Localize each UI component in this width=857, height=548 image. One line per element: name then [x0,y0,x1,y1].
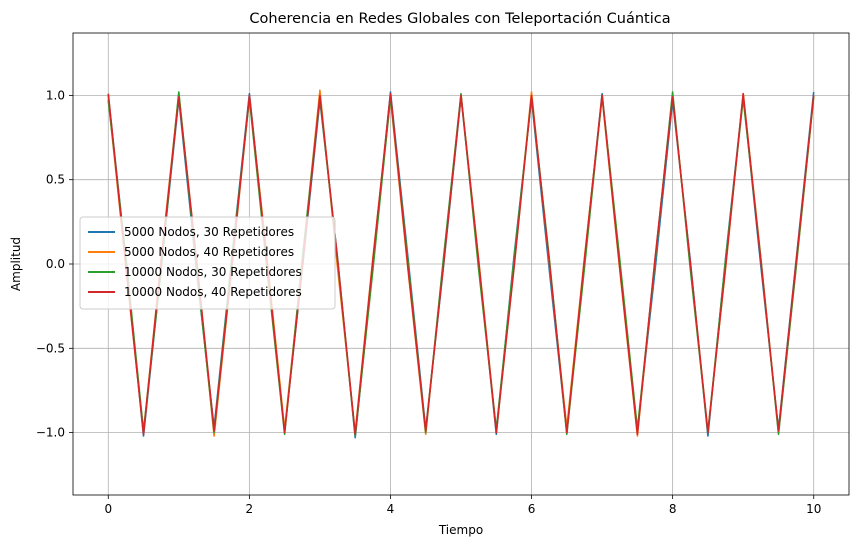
x-tick-label: 4 [387,502,395,516]
y-tick-label: −0.5 [36,341,65,355]
legend-label-2: 5000 Nodos, 40 Repetidores [124,245,294,259]
x-tick-label: 8 [669,502,677,516]
legend-label-1: 5000 Nodos, 30 Repetidores [124,225,294,239]
legend-label-4: 10000 Nodos, 40 Repetidores [124,285,302,299]
x-axis-title: Tiempo [438,523,483,537]
legend-box [79,216,336,310]
legend: 5000 Nodos, 30 Repetidores 5000 Nodos, 40… [79,216,336,310]
x-tick-label: 10 [806,502,821,516]
y-axis-title: Amplitud [9,237,23,291]
legend-label-3: 10000 Nodos, 30 Repetidores [124,265,302,279]
y-tick-label: 0.5 [46,173,65,187]
y-tick-label: 0.0 [46,257,65,271]
x-axis: 0 2 4 6 8 10 [104,495,821,516]
y-tick-label: −1.0 [36,426,65,440]
x-tick-label: 6 [528,502,536,516]
y-axis: −1.0 −0.5 0.0 0.5 1.0 [36,88,73,440]
grid [73,33,849,495]
chart-title: Coherencia en Redes Globales con Telepor… [249,11,670,27]
series-line-4 [107,92,815,436]
x-tick-label: 0 [104,502,112,516]
series-layer [107,89,815,439]
x-tick-label: 2 [246,502,254,516]
y-tick-label: 1.0 [46,88,65,102]
